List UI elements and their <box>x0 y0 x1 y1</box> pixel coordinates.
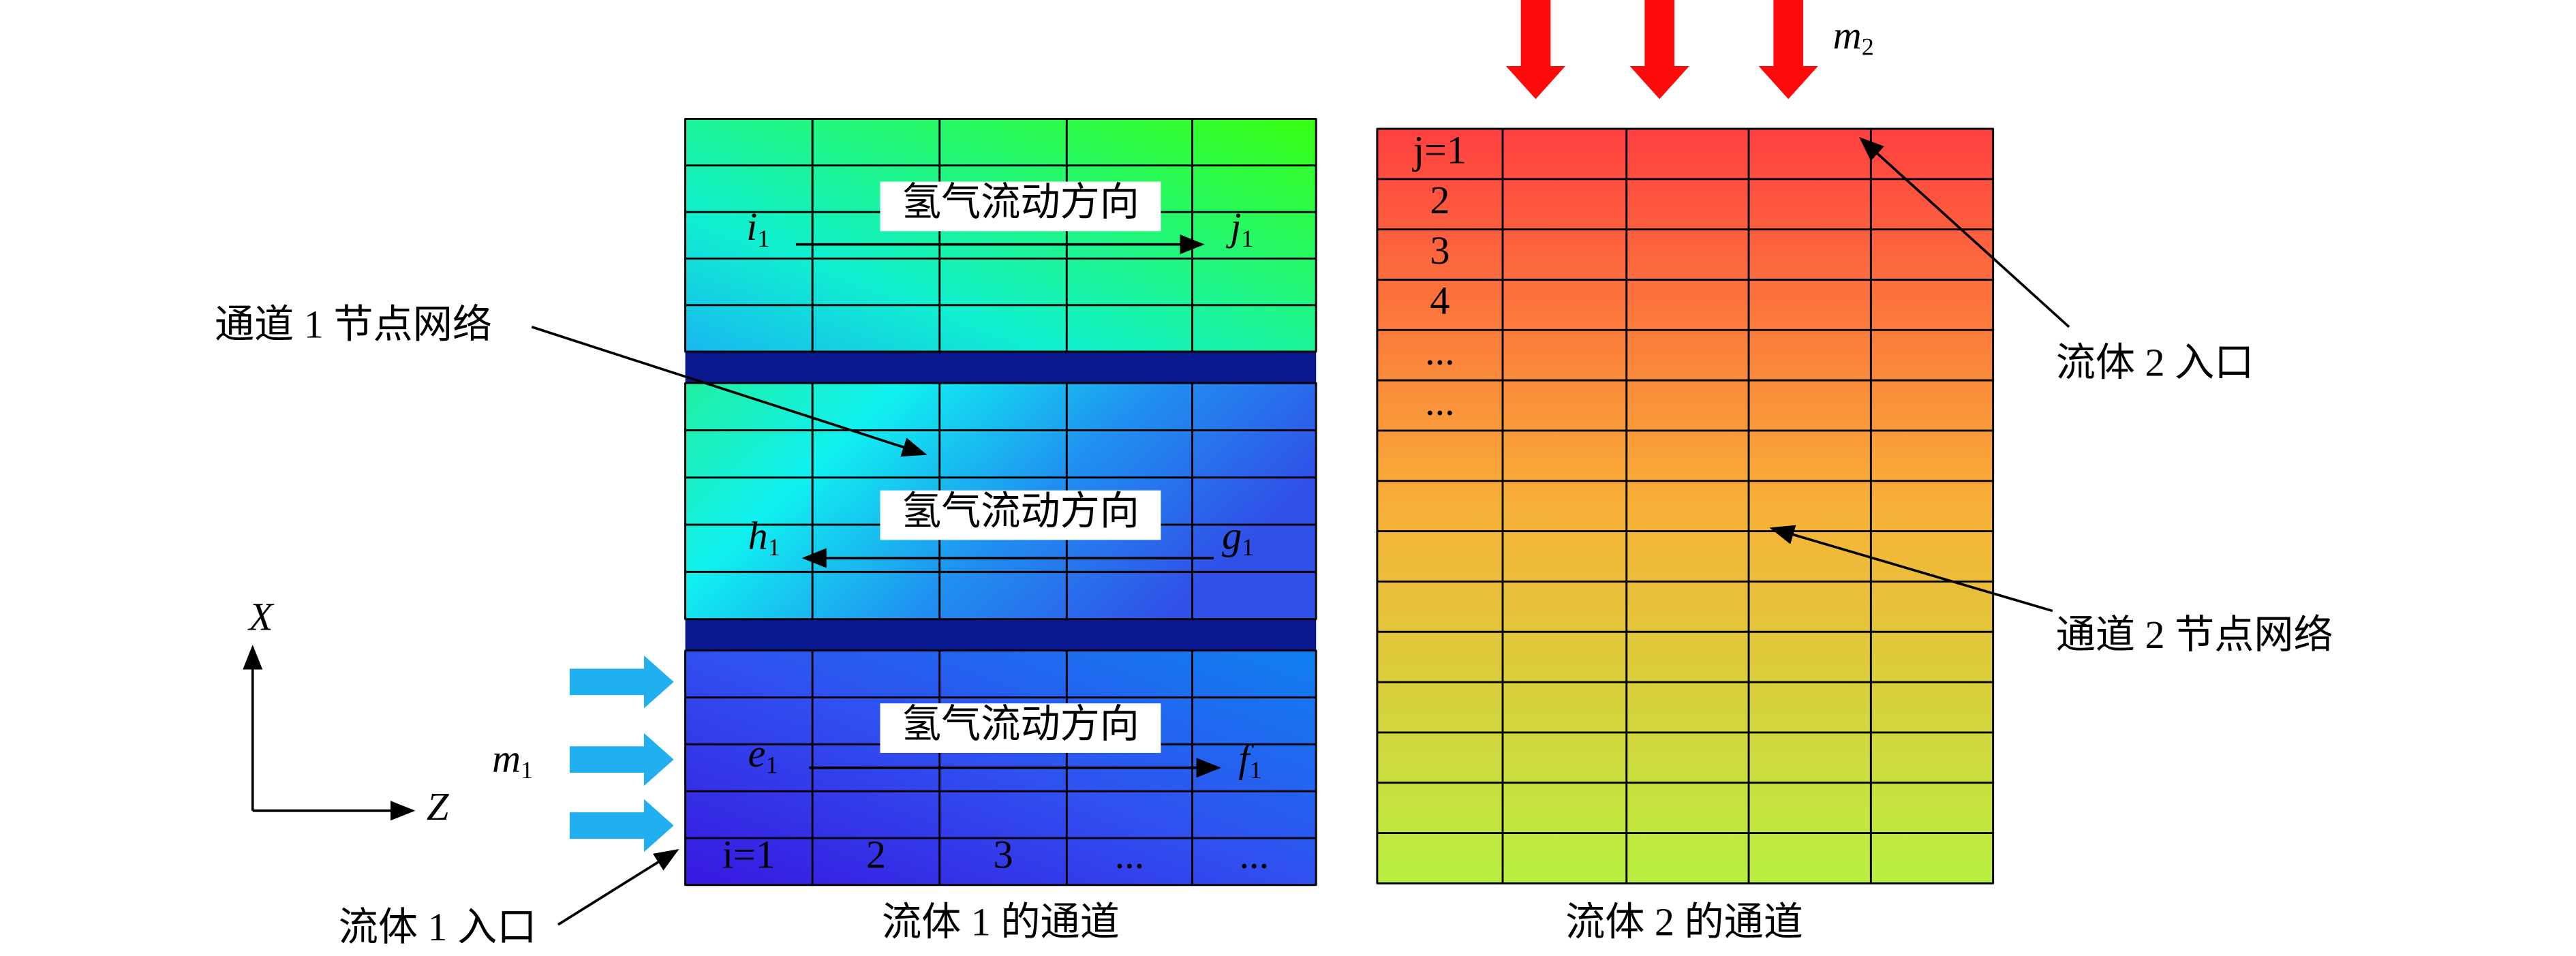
label-box <box>880 703 1161 753</box>
flow-symbol: m2 <box>1833 14 1874 61</box>
node-label: e1 <box>748 732 778 780</box>
column-label: ... <box>1240 832 1270 876</box>
grid <box>684 118 1995 886</box>
inflow-arrows <box>1505 0 1818 99</box>
separator <box>685 352 1317 384</box>
caption: 流体 2 的通道 <box>1565 900 1803 944</box>
annotation: 通道 2 节点网络 <box>2056 613 2333 657</box>
axis-label: X <box>247 594 275 638</box>
row-label: j=1 <box>1412 127 1467 172</box>
pointer <box>1859 137 2070 328</box>
row-label: 3 <box>1430 228 1450 273</box>
pointer <box>557 848 679 926</box>
axis-label: Z <box>427 784 449 829</box>
node-label: g1 <box>1222 514 1254 561</box>
annotation: 流体 2 入口 <box>2056 340 2254 384</box>
pointer <box>1769 525 2053 613</box>
block <box>684 118 1317 353</box>
flow-symbol: m1 <box>492 737 533 784</box>
node-label: h1 <box>748 514 780 561</box>
caption: 流体 1 的通道 <box>882 900 1120 944</box>
label-box <box>880 181 1161 232</box>
pointer <box>531 326 927 457</box>
flow-label: 氢气流动方向 <box>902 702 1139 746</box>
separator <box>685 619 1317 651</box>
column-label: ... <box>1115 832 1145 876</box>
flow-label: 氢气流动方向 <box>902 489 1139 533</box>
column-label: 2 <box>866 832 886 876</box>
row-label: ... <box>1425 379 1455 423</box>
row-label: 4 <box>1430 279 1450 323</box>
column-label: i=1 <box>722 832 776 876</box>
label-box <box>880 490 1161 540</box>
column-label: 3 <box>993 832 1013 876</box>
row-label: 2 <box>1430 178 1450 222</box>
node-label: i1 <box>746 205 769 253</box>
annotation: 通道 1 节点网络 <box>215 303 492 347</box>
inflow-arrows <box>569 655 674 852</box>
annotation: 流体 1 入口 <box>339 905 537 949</box>
block <box>1376 127 1994 884</box>
row-label: ... <box>1425 329 1455 373</box>
flow-label: 氢气流动方向 <box>902 180 1139 224</box>
